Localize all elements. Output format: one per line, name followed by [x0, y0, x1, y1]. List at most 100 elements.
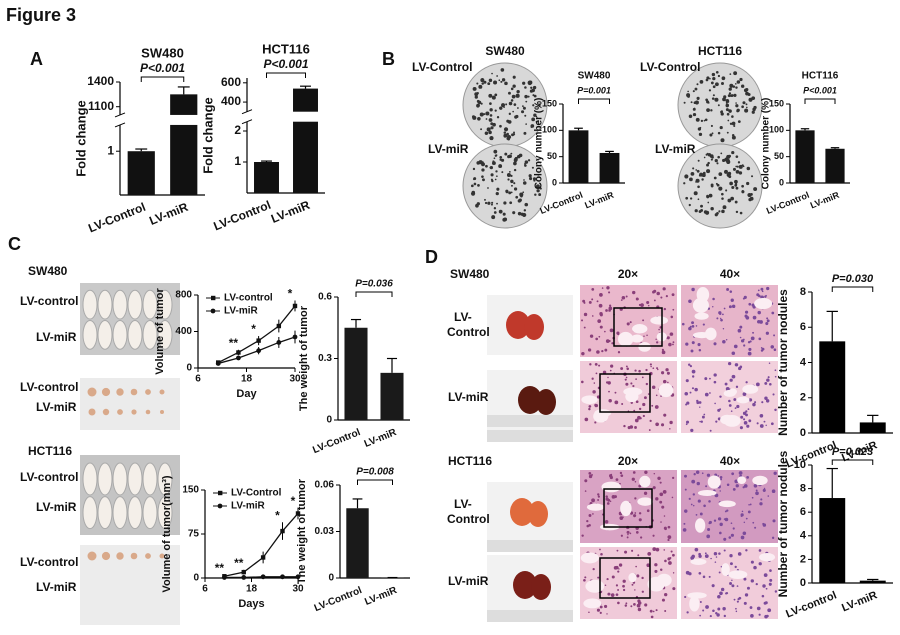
cell	[591, 298, 594, 301]
colony	[710, 109, 713, 112]
cell	[693, 473, 696, 476]
cell	[584, 490, 587, 492]
colony	[701, 178, 704, 181]
colony	[481, 82, 484, 85]
cell	[636, 603, 641, 608]
cell	[729, 378, 733, 382]
cell	[760, 287, 764, 291]
y-axis-label: Number of tumor nodules	[776, 289, 790, 436]
alveolus	[752, 475, 768, 486]
cell	[755, 491, 759, 496]
alveolus	[639, 475, 651, 488]
colony	[727, 94, 731, 98]
cell	[763, 601, 767, 605]
colony	[521, 110, 525, 114]
y-tick-label: 4	[800, 530, 807, 542]
cell	[637, 601, 642, 605]
cell	[759, 502, 763, 506]
cell	[606, 502, 610, 505]
colony	[725, 103, 729, 108]
cell	[603, 604, 608, 608]
cell	[752, 315, 757, 320]
cell	[698, 552, 702, 556]
cell	[736, 404, 740, 409]
colony	[493, 149, 498, 154]
tumor	[101, 551, 111, 561]
colony	[536, 189, 540, 193]
cell	[642, 319, 645, 322]
cell	[764, 396, 768, 401]
cell	[731, 374, 736, 379]
cell	[591, 377, 594, 380]
colony	[487, 82, 491, 86]
cell	[661, 423, 665, 427]
colony	[478, 84, 483, 89]
cell	[650, 615, 654, 619]
cell	[599, 548, 601, 551]
colony	[523, 131, 527, 135]
cell	[762, 488, 766, 492]
cell	[714, 493, 719, 498]
colony	[735, 210, 739, 214]
cell	[687, 572, 690, 575]
y-tick-label: 50	[774, 151, 784, 161]
colony	[746, 181, 750, 186]
colony	[700, 119, 704, 123]
cell	[690, 349, 694, 353]
cell	[755, 489, 758, 492]
x-axis-label: Days	[238, 598, 264, 610]
colony	[530, 86, 533, 89]
cell	[588, 407, 591, 411]
colony	[532, 94, 535, 97]
colony	[728, 154, 731, 158]
colony	[505, 189, 509, 193]
cell	[709, 614, 712, 618]
colony	[529, 177, 533, 181]
p-value: P<0.001	[140, 61, 185, 75]
cell	[730, 410, 733, 412]
chart-title: SW480	[578, 71, 611, 82]
y-tick-label: 1400	[87, 74, 114, 88]
cell	[665, 368, 669, 372]
axis-break-mark	[114, 122, 126, 128]
colony	[753, 187, 758, 192]
colony	[515, 114, 519, 119]
colony	[513, 103, 517, 106]
colony	[532, 85, 537, 90]
cell	[646, 301, 650, 305]
cell	[723, 307, 726, 310]
alveolus	[580, 552, 599, 564]
cell	[719, 317, 722, 320]
bar	[127, 151, 155, 195]
mouse	[82, 496, 98, 530]
colony	[532, 104, 535, 107]
colony	[746, 106, 748, 109]
cell	[683, 522, 686, 525]
cell	[734, 407, 737, 410]
cell	[597, 495, 600, 498]
colony	[722, 97, 726, 102]
cell	[626, 322, 630, 326]
colony	[498, 79, 501, 82]
ruler	[487, 540, 573, 552]
legend-marker	[211, 295, 216, 301]
cell	[631, 477, 635, 481]
cell	[684, 391, 689, 396]
cell	[769, 382, 772, 386]
y-tick-label: 600	[221, 75, 241, 89]
alveolus	[689, 596, 700, 612]
colony	[735, 169, 740, 174]
cell	[684, 595, 687, 599]
cell	[774, 590, 778, 593]
photo-label: LV-miR	[36, 500, 77, 514]
cell	[731, 304, 736, 309]
y-tick-label: 0.3	[318, 353, 332, 364]
alveolus	[728, 388, 737, 395]
cell	[767, 376, 770, 379]
cell	[588, 300, 592, 304]
cell	[617, 601, 620, 605]
cell	[605, 309, 608, 312]
cell	[740, 535, 745, 540]
cell	[735, 484, 739, 488]
cell	[722, 339, 726, 344]
